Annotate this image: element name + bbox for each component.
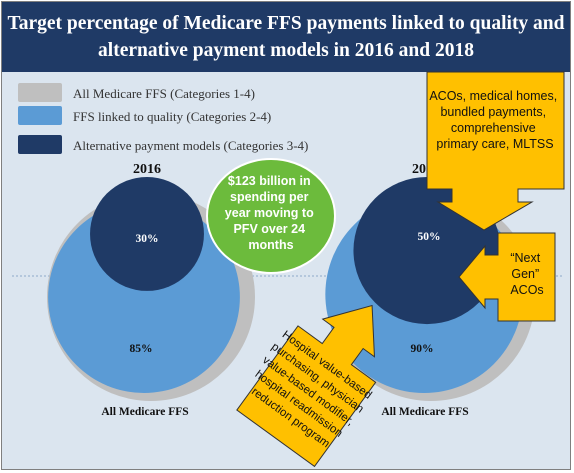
legend-item-all-ffs: All Medicare FFS (Categories 1-4) xyxy=(18,83,255,102)
spending-callout-text: $123 billion in spending per year moving… xyxy=(225,174,317,252)
aco-line-1: ACOs, medical homes, xyxy=(429,89,557,103)
legend-swatch-ffs-quality xyxy=(18,106,62,125)
ffs-quality-value-2016: 85% xyxy=(130,343,153,355)
hospital-callout-arrow xyxy=(236,304,377,468)
spending-callout: $123 billion in spending per year moving… xyxy=(206,158,336,274)
legend-swatch-apm xyxy=(18,135,62,154)
chart-svg: All Medicare FFS (Categories 1-4) FFS li… xyxy=(12,71,565,468)
spending-line-1: $123 billion in xyxy=(228,174,311,188)
base-label-2016: All Medicare FFS xyxy=(101,406,188,418)
aco-line-4: primary care, MLTSS xyxy=(436,137,553,151)
next-gen-callout-text: “Next Gen” ACOs xyxy=(510,251,543,297)
aco-callout-arrow xyxy=(426,71,565,231)
chart-title-line-2: alternative payment models in 2016 and 2… xyxy=(98,40,474,61)
hospital-callout: Hospital value-based purchasing, physici… xyxy=(236,304,377,468)
chart-title-line-1: Target percentage of Medicare FFS paymen… xyxy=(7,13,565,34)
aco-line-2: bundled payments, xyxy=(440,105,546,119)
bubble-2016-apm xyxy=(90,177,204,291)
spending-line-2: spending per xyxy=(230,190,309,204)
legend-label-all-ffs: All Medicare FFS (Categories 1-4) xyxy=(73,86,255,101)
legend-label-apm: Alternative payment models (Categories 3… xyxy=(73,138,308,153)
aco-line-3: comprehensive xyxy=(451,121,536,135)
legend-item-ffs-quality: FFS linked to quality (Categories 2-4) xyxy=(18,106,271,125)
next-gen-line-1: “Next xyxy=(510,251,540,265)
chart-title: Target percentage of Medicare FFS paymen… xyxy=(2,2,570,72)
legend-swatch-all-ffs xyxy=(18,83,62,102)
ffs-quality-value-2018: 90% xyxy=(411,343,434,355)
bubble-group-2016: 2016 30% 85% All Medicare FFS xyxy=(47,162,255,418)
apm-value-2018: 50% xyxy=(418,231,441,243)
next-gen-line-3: ACOs xyxy=(510,283,543,297)
aco-callout-text: ACOs, medical homes, bundled payments, c… xyxy=(429,89,560,151)
legend-label-ffs-quality: FFS linked to quality (Categories 2-4) xyxy=(73,109,271,124)
legend: All Medicare FFS (Categories 1-4) FFS li… xyxy=(18,83,308,154)
spending-line-3: year moving to xyxy=(225,206,314,220)
spending-line-5: months xyxy=(248,238,293,252)
legend-item-apm: Alternative payment models (Categories 3… xyxy=(18,135,308,154)
base-label-2018: All Medicare FFS xyxy=(381,406,468,418)
aco-callout: ACOs, medical homes, bundled payments, c… xyxy=(426,71,565,231)
spending-callout-bubble xyxy=(206,158,336,274)
apm-value-2016: 30% xyxy=(136,233,159,245)
spending-line-4: PFV over 24 xyxy=(233,222,305,236)
next-gen-line-2: Gen” xyxy=(511,267,539,281)
next-gen-callout-arrow xyxy=(458,232,556,322)
next-gen-callout: “Next Gen” ACOs xyxy=(458,232,556,322)
year-label-2016: 2016 xyxy=(133,162,161,177)
